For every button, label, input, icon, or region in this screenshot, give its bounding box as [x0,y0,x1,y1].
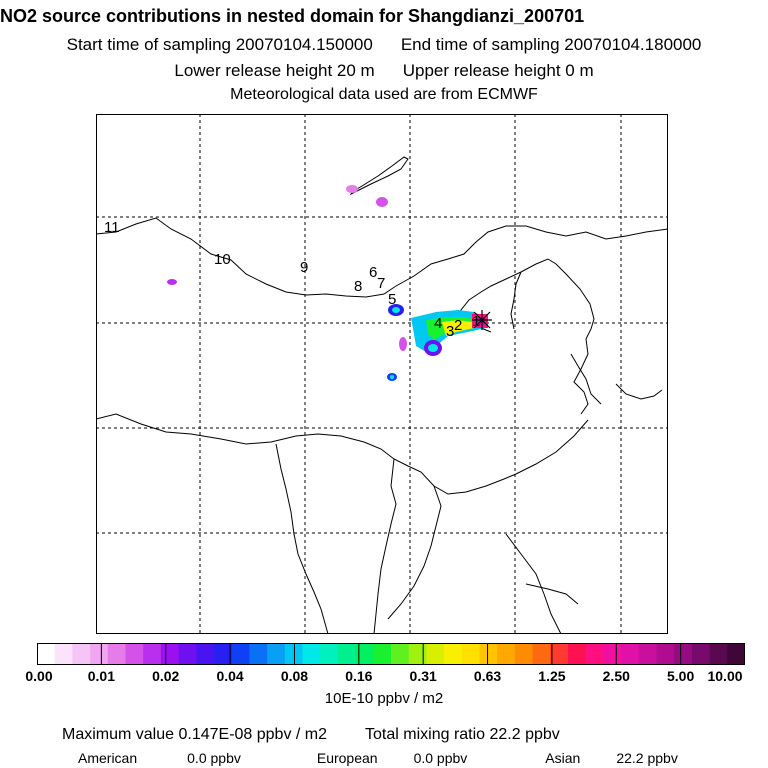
colorbar-swatch [532,643,551,665]
colorbar-tick-label: 2.50 [602,668,630,684]
colorbar-swatch [337,643,356,665]
colorbar-swatch [196,643,215,665]
traj-label-1: 1 [472,313,480,330]
american-label: American [78,750,138,766]
upper-release-height: Upper release height 0 m [402,61,594,80]
colorbar-tick-label: 0.31 [409,668,437,684]
colorbar-swatch [302,643,321,665]
colorbar-swatch [621,643,640,665]
colorbar-swatch [656,643,675,665]
traj-label-8: 8 [354,278,362,295]
summary-stats: Maximum value 0.147E-08 ppbv / m2 Total m… [62,726,560,744]
colorbar-tick-label: 0.00 [25,668,53,684]
traj-label-9: 9 [300,259,308,276]
asian-label: Asian [545,750,581,766]
colorbar-swatch [603,643,622,665]
colorbar-swatch [37,643,56,665]
colorbar-swatch [178,643,197,665]
plot-title: NO2 source contributions in nested domai… [0,6,585,26]
lower-release-height: Lower release height 20 m [174,61,375,80]
map-frame [96,114,668,634]
colorbar-swatch [267,643,286,665]
colorbar-swatch [54,643,73,665]
lat-lon-grid [96,114,668,634]
colorbar-swatch [568,643,587,665]
colorbar [37,643,745,665]
station-marker [472,310,492,330]
colorbar-tick-label: 0.08 [280,668,309,684]
colorbar-swatch [674,643,693,665]
colorbar-swatch [355,643,374,665]
traj-label-3: 3 [446,323,454,340]
colorbar-swatch [160,643,179,665]
end-time: End time of sampling 20070104.180000 [400,35,702,54]
colorbar-tick-label: 0.02 [152,668,180,684]
start-time: Start time of sampling 20070104.150000 [66,35,373,54]
colorbar-swatch [231,643,250,665]
concentration-field [167,185,488,381]
colorbar-swatch [72,643,91,665]
colorbar-swatch [214,643,233,665]
colorbar-swatch [497,643,516,665]
colorbar-swatch [727,643,745,665]
colorbar-tick-label: 5.00 [667,668,695,684]
american-value: 0.0 ppbv [187,750,241,766]
colorbar-swatch [249,643,268,665]
colorbar-swatch [125,643,144,665]
colorbar-swatch [107,643,126,665]
max-value: Maximum value 0.147E-08 ppbv / m2 [62,726,328,743]
trajectory-labels: 1 2 3 4 5 6 7 8 9 10 11 [104,219,480,340]
colorbar-swatch [320,643,339,665]
colorbar-swatch [444,643,463,665]
traj-label-4: 4 [434,315,442,332]
colorbar-unit: 10E-10 ppbv / m2 [324,690,444,707]
traj-label-6: 6 [369,264,377,281]
regional-breakdown: American 0.0 ppbv European 0.0 ppbv Asian 22.… [78,750,678,766]
colorbar-swatch [709,643,728,665]
traj-label-5: 5 [388,291,396,308]
colorbar-tick-label: 0.63 [473,668,502,684]
total-mixing-ratio: Total mixing ratio 22.2 ppbv [365,726,560,743]
colorbar-swatch [691,643,710,665]
met-data-source: Meteorological data used are from ECMWF [230,86,538,103]
colorbar-tick-label: 10.00 [707,668,743,684]
european-value: 0.0 ppbv [413,750,468,766]
colorbar-swatch [284,643,303,665]
colorbar-swatch [461,643,480,665]
colorbar-swatch [373,643,392,665]
asian-value: 22.2 ppbv [616,750,678,766]
colorbar-swatch [550,643,569,665]
colorbar-swatch [479,643,498,665]
colorbar-swatch [90,643,109,665]
colorbar-swatch [514,643,533,665]
traj-label-11: 11 [104,219,120,236]
colorbar-swatch [585,643,604,665]
colorbar-swatch [408,643,427,665]
colorbar-tick-label: 0.01 [87,668,115,684]
traj-label-7: 7 [377,275,385,292]
traj-label-2: 2 [454,317,462,334]
colorbar-swatch [143,643,162,665]
colorbar-tick-label: 1.25 [538,668,566,684]
traj-label-10: 10 [214,251,231,268]
release-heights: Lower release height 20 m Upper release h… [0,61,768,81]
sampling-times: Start time of sampling 20070104.150000 En… [0,35,768,55]
colorbar-tick-label: 0.16 [345,668,373,684]
map-panel: 1 2 3 4 5 6 7 8 9 10 11 [96,114,668,634]
colorbar-swatch [426,643,445,665]
colorbar-border [37,643,745,665]
colorbar-swatch [638,643,657,665]
colorbar-swatch [391,643,410,665]
coastlines-borders [96,156,668,634]
colorbar-tick-label: 0.04 [216,668,244,684]
european-label: European [316,750,378,766]
